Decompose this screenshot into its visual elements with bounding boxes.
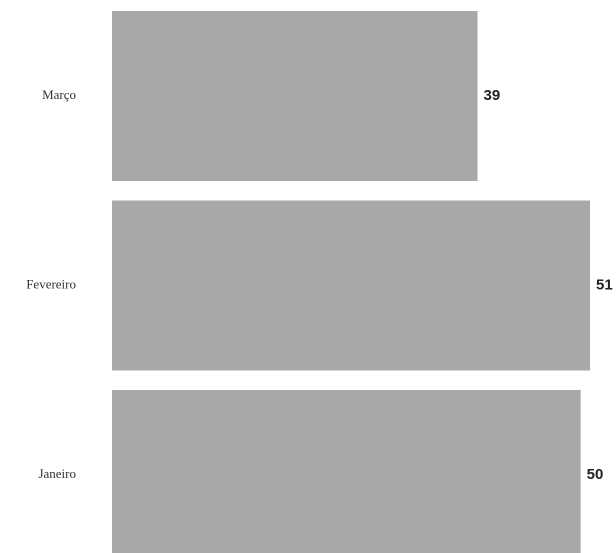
value-label-janeiro: 50 (587, 466, 604, 483)
bar-janeiro (112, 390, 581, 553)
bars-group (112, 11, 590, 553)
category-label-fevereiro: Fevereiro (26, 276, 76, 291)
category-label-marco: Março (42, 87, 76, 102)
value-label-marco: 39 (484, 87, 501, 104)
bar-marco (112, 11, 478, 181)
value-labels: 39 51 50 (484, 87, 613, 483)
category-labels: Março Fevereiro Janeiro (26, 87, 76, 481)
category-label-janeiro: Janeiro (38, 466, 76, 481)
bar-fevereiro (112, 200, 590, 371)
value-label-fevereiro: 51 (596, 276, 613, 293)
